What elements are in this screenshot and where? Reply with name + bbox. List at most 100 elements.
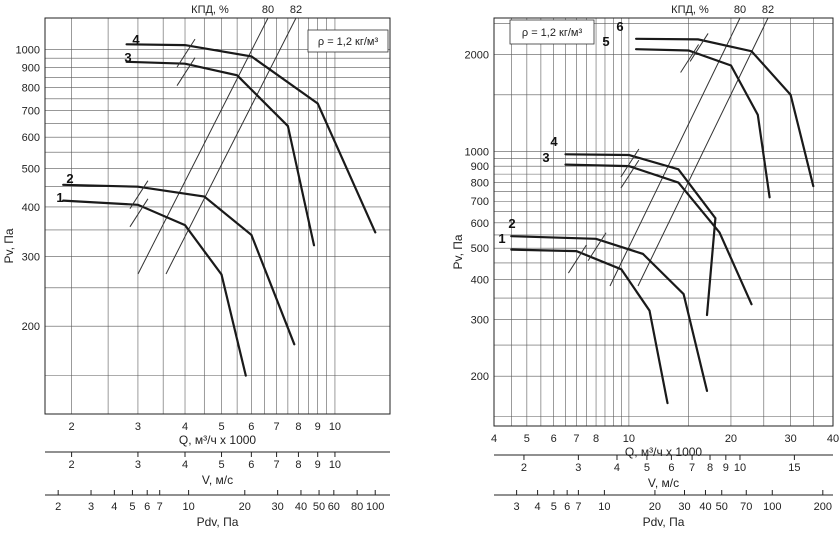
y-axis-label: Pv, Па xyxy=(451,234,465,269)
pdv-tick-label: 5 xyxy=(129,501,135,513)
y-tick-label: 300 xyxy=(471,315,489,327)
pdv-tick-label: 10 xyxy=(182,501,194,513)
y-axis-label: Pv, Па xyxy=(2,228,16,263)
series-curve-2 xyxy=(62,183,296,346)
density-box xyxy=(307,29,389,53)
y-tick-label: 500 xyxy=(22,164,40,176)
x-tick-label: 6 xyxy=(248,421,254,433)
v-axis-label: V, м/с xyxy=(648,476,679,490)
series-label-2: 2 xyxy=(66,171,73,186)
pdv-tick-label: 80 xyxy=(351,501,363,513)
efficiency-label: КПД, % xyxy=(671,4,709,16)
x-tick-label: 5 xyxy=(218,421,224,433)
v-tick-label: 3 xyxy=(575,462,581,474)
plot-frame xyxy=(493,17,834,427)
x-tick-label: 8 xyxy=(295,421,301,433)
series-label-3: 3 xyxy=(542,150,549,165)
x-tick-label: 10 xyxy=(623,433,635,445)
x-tick-label: 7 xyxy=(274,421,280,433)
pdv-tick-label: 2 xyxy=(55,501,61,513)
series-curve-4 xyxy=(564,153,717,317)
efficiency-guide-line xyxy=(637,17,769,287)
series-curve-3 xyxy=(564,163,753,306)
y-tick-label: 600 xyxy=(471,218,489,230)
v-tick-label: 2 xyxy=(69,459,75,471)
series-curve-6 xyxy=(635,37,815,188)
v-tick-label: 9 xyxy=(315,459,321,471)
y-tick-label: 400 xyxy=(471,274,489,286)
x-tick-label: 5 xyxy=(524,433,530,445)
curve-tick-mark xyxy=(620,148,640,178)
efficiency-value: 82 xyxy=(290,4,302,16)
plot-frame xyxy=(44,17,391,415)
density-note: ρ = 1,2 кг/м³ xyxy=(522,27,583,39)
curve-tick-mark xyxy=(176,57,196,86)
pdv-tick-label: 30 xyxy=(678,501,690,513)
x-tick-label: 4 xyxy=(491,433,497,445)
x-tick-label: 4 xyxy=(182,421,188,433)
v-axis-label: V, м/с xyxy=(202,473,233,487)
series-label-1: 1 xyxy=(56,190,63,205)
pdv-tick-label: 20 xyxy=(649,501,661,513)
pdv-tick-label: 200 xyxy=(814,501,832,513)
series-label-3: 3 xyxy=(124,50,131,65)
series-label-4: 4 xyxy=(132,32,140,47)
efficiency-label: КПД, % xyxy=(191,4,229,16)
y-tick-label: 700 xyxy=(471,196,489,208)
density-box xyxy=(509,19,595,45)
y-tick-label: 1000 xyxy=(16,44,40,56)
v-tick-label: 10 xyxy=(329,459,341,471)
x-tick-label: 8 xyxy=(593,433,599,445)
pdv-tick-label: 20 xyxy=(239,501,251,513)
x-tick-label: 3 xyxy=(135,421,141,433)
y-tick-label: 400 xyxy=(22,202,40,214)
pdv-tick-label: 50 xyxy=(716,501,728,513)
pdv-tick-label: 7 xyxy=(157,501,163,513)
y-tick-label: 600 xyxy=(22,132,40,144)
pdv-tick-label: 4 xyxy=(535,501,541,513)
x-tick-label: 40 xyxy=(827,433,839,445)
v-tick-label: 3 xyxy=(135,459,141,471)
y-tick-label: 200 xyxy=(471,371,489,383)
x-tick-label: 6 xyxy=(551,433,557,445)
v-tick-label: 8 xyxy=(707,462,713,474)
efficiency-guide-line xyxy=(609,17,741,287)
series-label-2: 2 xyxy=(508,216,515,231)
curve-tick-mark xyxy=(689,33,709,62)
y-tick-label: 700 xyxy=(22,106,40,118)
pdv-axis-label: Pdv, Па xyxy=(197,515,239,529)
efficiency-value: 80 xyxy=(262,4,274,16)
x-tick-label: 9 xyxy=(315,421,321,433)
series-label-4: 4 xyxy=(550,134,558,149)
y-tick-label: 500 xyxy=(471,243,489,255)
v-tick-label: 5 xyxy=(644,462,650,474)
density-note: ρ = 1,2 кг/м³ xyxy=(318,36,379,48)
pdv-tick-label: 10 xyxy=(598,501,610,513)
y-tick-label: 800 xyxy=(471,178,489,190)
pdv-tick-label: 60 xyxy=(328,501,340,513)
y-tick-label: 300 xyxy=(22,251,40,263)
curve-tick-mark xyxy=(620,159,640,189)
efficiency-value: 82 xyxy=(762,4,774,16)
curve-tick-mark xyxy=(129,180,149,209)
v-tick-label: 4 xyxy=(614,462,620,474)
pdv-tick-label: 4 xyxy=(111,501,117,513)
series-label-1: 1 xyxy=(498,231,505,246)
pdv-tick-label: 40 xyxy=(295,501,307,513)
series-curve-1 xyxy=(510,248,669,405)
curve-tick-mark xyxy=(680,44,700,73)
y-tick-label: 900 xyxy=(471,161,489,173)
series-curve-5 xyxy=(635,48,771,199)
series-curve-2 xyxy=(510,235,709,392)
y-tick-label: 1000 xyxy=(465,146,489,158)
curve-tick-mark xyxy=(567,244,587,274)
pdv-tick-label: 7 xyxy=(575,501,581,513)
v-tick-label: 6 xyxy=(668,462,674,474)
pdv-tick-label: 6 xyxy=(564,501,570,513)
pdv-tick-label: 30 xyxy=(272,501,284,513)
v-tick-label: 5 xyxy=(218,459,224,471)
x-tick-label: 10 xyxy=(329,421,341,433)
v-tick-label: 2 xyxy=(521,462,527,474)
